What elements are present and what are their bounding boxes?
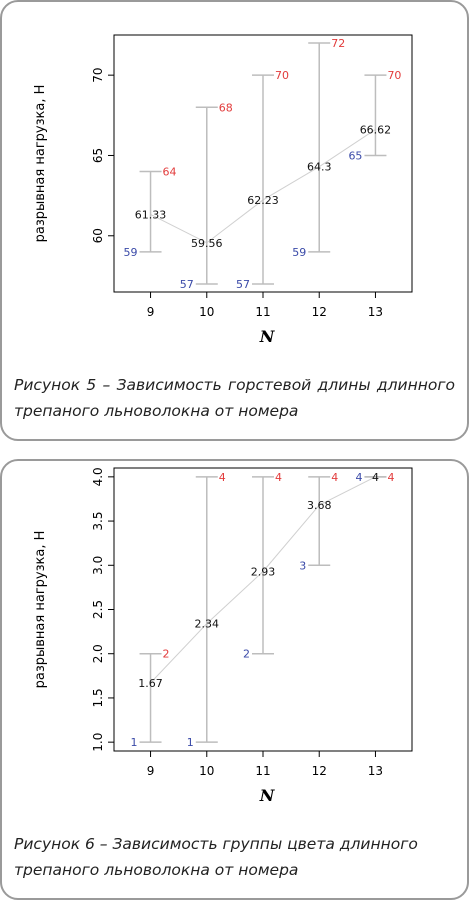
x-tick-label: 13 — [368, 305, 383, 319]
y-tick-label: 70 — [91, 68, 105, 83]
figure-6-caption: Рисунок 6 – Зависимость группы цвета дли… — [14, 835, 418, 879]
min-label: 57 — [236, 278, 250, 291]
min-label: 3 — [299, 559, 306, 572]
x-tick-label: 11 — [255, 305, 270, 319]
chart-figure-6: 1.01.52.02.53.03.54.09 10 11 12 13разрывная … — [33, 467, 413, 805]
x-tick-label: 11 — [255, 764, 270, 778]
y-tick-label: 3.0 — [91, 556, 105, 575]
x-tick-label: 12 — [312, 305, 327, 319]
y-tick-label: 4.0 — [91, 467, 105, 486]
x-tick-label: 10 — [199, 764, 214, 778]
min-label: 2 — [243, 648, 250, 661]
y-tick-label: 2.5 — [91, 600, 105, 619]
chart-figure-5: 60 65 70 9 10 11 12 13 разрывная нагрузка, Н N 64 5… — [33, 34, 413, 346]
y-tick-label: 1.0 — [91, 733, 105, 752]
figure-6-card: 1.0 1.5 2.0 2.5 3.0 3.5 4.0 9 10 11 12 13 разрывная … — [0, 459, 469, 900]
x-axis-label: N — [259, 327, 276, 346]
x-tick-label: 9 — [147, 764, 155, 778]
y-tick-label: 1.5 — [91, 688, 105, 707]
figure-5-caption: Рисунок 5 – Зависимость горстевой длины … — [14, 376, 455, 420]
min-label: 57 — [180, 278, 194, 291]
min-label: 59 — [124, 246, 138, 259]
max-label: 72 — [331, 37, 345, 50]
max-label: 64 — [163, 166, 177, 179]
mean-label: 62.23 — [247, 194, 279, 207]
x-tick-label: 12 — [312, 764, 327, 778]
mean-label: 1.67 — [138, 677, 163, 690]
max-label: 70 — [387, 69, 401, 82]
max-label: 4 — [387, 471, 394, 484]
x-tick-label: 13 — [368, 764, 383, 778]
max-label: 68 — [219, 101, 233, 114]
mean-label: 4 — [372, 471, 379, 484]
min-label: 1 — [131, 736, 138, 749]
min-label: 4 — [355, 471, 362, 484]
min-label: 1 — [187, 736, 194, 749]
mean-label: 61.33 — [135, 208, 167, 221]
y-tick-label: 60 — [91, 228, 105, 243]
mean-label: 64.3 — [307, 161, 332, 174]
min-label: 59 — [292, 246, 306, 259]
max-label: 70 — [275, 69, 289, 82]
mean-label: 59.56 — [191, 237, 223, 250]
x-tick-label: 9 — [147, 305, 155, 319]
mean-label: 2.34 — [195, 618, 220, 631]
max-label: 2 — [163, 648, 170, 661]
y-tick-label: 3.5 — [91, 512, 105, 531]
y-axis-label: разрывная нагрузка, Н — [33, 85, 48, 243]
max-label: 4 — [331, 471, 338, 484]
mean-label: 2.93 — [251, 565, 276, 578]
mean-label: 3.68 — [307, 499, 332, 512]
y-tick-label: 65 — [91, 148, 105, 163]
min-label: 65 — [348, 149, 362, 162]
x-tick-label: 10 — [199, 305, 214, 319]
mean-label: 66.62 — [360, 123, 392, 136]
max-label: 4 — [219, 471, 226, 484]
max-label: 4 — [275, 471, 282, 484]
y-tick-label: 2.0 — [91, 644, 105, 663]
figure-5-card: 60 65 70 9 10 11 12 13 разрывная нагрузка, Н N 64 5… — [0, 0, 469, 441]
y-axis-label: разрывная нагрузка, Н — [33, 531, 48, 689]
x-axis-label: N — [259, 786, 276, 805]
